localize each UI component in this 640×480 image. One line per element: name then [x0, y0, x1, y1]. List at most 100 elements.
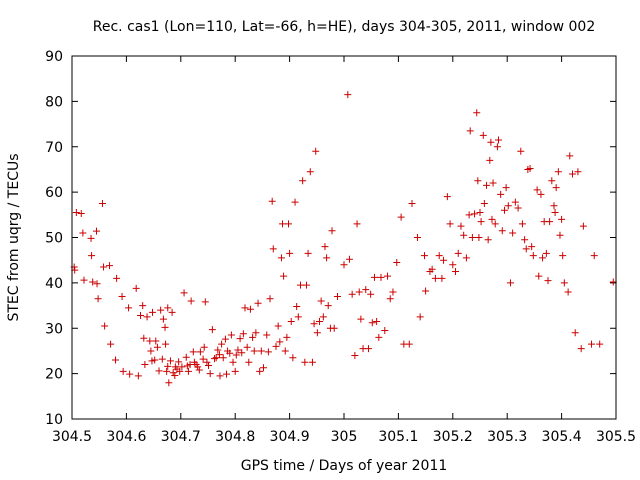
plot-frame [71, 55, 617, 420]
data-point [268, 197, 276, 205]
data-point [147, 347, 155, 355]
data-point [254, 299, 262, 307]
x-tick-label: 305.5 [596, 429, 636, 445]
data-point [165, 379, 173, 387]
data-point [293, 302, 301, 310]
data-point [535, 272, 543, 280]
data-point [92, 227, 100, 235]
x-tick-label: 305.2 [433, 429, 473, 445]
y-tick-label: 70 [45, 140, 63, 156]
data-point [588, 340, 596, 348]
data-point [232, 351, 240, 359]
y-tick-label: 90 [45, 49, 63, 65]
data-point [155, 367, 163, 375]
data-point [471, 210, 479, 218]
data-point [277, 254, 285, 262]
data-point [159, 315, 167, 323]
data-point [477, 218, 485, 226]
data-point [370, 273, 378, 281]
data-point [351, 351, 359, 359]
data-point [196, 348, 204, 356]
data-point [101, 322, 109, 330]
data-point [195, 366, 203, 374]
data-point [143, 313, 151, 321]
data-point [201, 298, 209, 306]
data-point [551, 209, 559, 217]
data-point [462, 254, 470, 262]
data-point [486, 156, 494, 164]
data-point [140, 334, 148, 342]
data-point [357, 315, 365, 323]
data-point [364, 345, 372, 353]
data-point [526, 165, 534, 173]
data-point [355, 288, 363, 296]
data-point [229, 358, 237, 366]
data-point [243, 343, 251, 351]
data-point [250, 347, 258, 355]
data-point [484, 236, 492, 244]
data-point [489, 179, 497, 187]
data-point [200, 343, 208, 351]
data-point [287, 317, 295, 325]
data-point [405, 340, 413, 348]
data-point [312, 147, 320, 155]
y-tick-label: 40 [45, 276, 63, 292]
x-tick-label: 304.7 [161, 429, 201, 445]
data-point [304, 249, 312, 257]
data-point [118, 292, 126, 300]
data-point [94, 295, 102, 303]
data-point [330, 324, 338, 332]
data-point [552, 184, 560, 192]
data-point [502, 184, 510, 192]
data-point [317, 297, 325, 305]
data-point [252, 329, 260, 337]
data-series-stec [70, 91, 617, 387]
data-point [256, 367, 264, 375]
data-point [500, 206, 508, 214]
data-point [554, 168, 562, 176]
data-point [509, 229, 517, 237]
data-point [487, 138, 495, 146]
data-point [257, 347, 265, 355]
data-point [77, 209, 85, 217]
data-point [546, 218, 554, 226]
data-point [568, 170, 576, 178]
data-point [98, 199, 106, 207]
data-point [393, 258, 401, 266]
data-point [596, 340, 604, 348]
y-tick-label: 10 [45, 412, 63, 428]
data-point [279, 220, 287, 228]
data-point [249, 333, 257, 341]
data-point [353, 220, 361, 228]
data-point [80, 276, 88, 284]
data-point [215, 351, 223, 359]
data-point [452, 268, 460, 276]
data-point [579, 222, 587, 230]
data-point [93, 280, 101, 288]
data-point [164, 304, 172, 312]
data-point [386, 295, 394, 303]
data-point [272, 342, 280, 350]
data-point [542, 249, 550, 257]
data-point [566, 152, 574, 160]
data-point [107, 340, 115, 348]
data-point [222, 370, 230, 378]
data-point [283, 333, 291, 341]
data-point [483, 181, 491, 189]
chart-title: Rec. cas1 (Lon=110, Lat=-66, h=HE), days… [93, 19, 595, 35]
x-tick-label: 305.3 [487, 429, 527, 445]
data-point [259, 364, 267, 372]
data-point [517, 147, 525, 155]
data-point [299, 177, 307, 185]
data-point [221, 335, 229, 343]
data-point [208, 326, 216, 334]
data-point [328, 227, 336, 235]
data-point [269, 245, 277, 253]
data-point [294, 313, 302, 321]
data-point [416, 313, 424, 321]
x-tick-label: 304.5 [52, 429, 92, 445]
data-point [180, 289, 188, 297]
data-point [333, 292, 341, 300]
data-point [548, 177, 556, 185]
data-point [476, 209, 484, 217]
